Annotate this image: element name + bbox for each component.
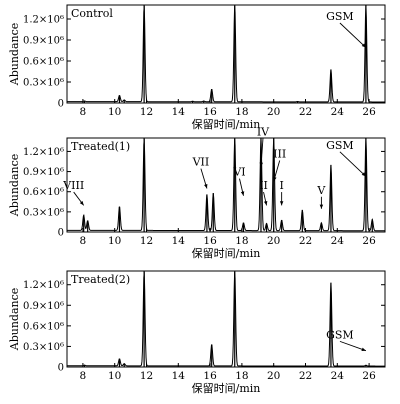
annotation-arrowhead [361,43,366,48]
annotation-arrowhead [240,191,245,196]
annotation-arrowhead [263,200,268,206]
annotation-arrowhead [361,172,366,177]
x-tick-label: 14 [172,106,186,118]
annotation-arrowhead [279,201,284,206]
annotation-arrowhead [361,347,366,351]
y-tick-label: 0 [58,99,64,110]
peak-annotation: III [273,148,286,161]
annotation-arrowhead [259,162,264,167]
x-tick-label: 24 [331,106,345,118]
y-tick-label: 0.6×10⁶ [23,57,64,68]
annotation-arrowhead [319,204,324,209]
plot-frame [66,137,386,233]
x-tick-label: 10 [108,235,121,247]
x-tick-label: 22 [299,370,312,382]
x-tick-label: 14 [172,370,186,382]
annotation-arrow [339,22,367,48]
y-tick-label: 0.9×10⁶ [23,36,64,47]
y-axis-label: Abundance [8,23,21,87]
y-tick-label: 0.3×10⁶ [23,342,64,353]
x-tick-label: 16 [203,370,217,382]
peak-annotation: II [259,179,268,192]
y-tick-label: 1.2×10⁶ [23,280,64,291]
y-tick-label: 0.9×10⁶ [23,167,64,178]
plot-frame [66,4,386,104]
peak-annotation: I [279,179,283,192]
y-tick-label: 0.6×10⁶ [23,321,64,332]
treated-1-panel: Treated(1) 0 0.3×10⁶ 0.6×10⁶ 0.9×10⁶ 1.2×10⁶A… [8,125,386,260]
annotation-arrowhead [79,201,84,206]
x-tick-label: 26 [362,370,376,382]
x-tick-label: 20 [267,235,280,247]
peak-annotation: GSM [326,139,354,152]
panel-label: Treated(2) [71,273,130,286]
y-tick-label: 0.9×10⁶ [23,301,64,312]
annotation-arrow [260,138,264,167]
y-axis-label: Abundance [8,154,21,218]
x-tick-label: 8 [80,370,87,382]
x-tick-label: 18 [235,370,248,382]
y-tick-label: 0.3×10⁶ [23,78,64,89]
y-tick-label: 0 [58,228,64,239]
control-panel: Control 0 0.3×10⁶ 0.6×10⁶ 0.9×10⁶ 1.2×10⁶Abun… [8,4,386,131]
x-tick-label: 26 [362,106,376,118]
x-tick-label: 20 [267,370,280,382]
x-axis-label: 保留时间/min [192,117,261,131]
x-tick-label: 16 [203,106,217,118]
y-tick-label: 0.6×10⁶ [23,187,64,198]
y-axis-label: Abundance [8,288,21,352]
chromatogram-trace [67,271,385,367]
x-tick-label: 18 [235,106,248,118]
peak-annotation: GSM [326,328,354,341]
x-tick-label: 8 [80,235,87,247]
x-axis-label: 保留时间/min [192,381,261,395]
y-tick-label: 0.3×10⁶ [23,207,64,218]
y-tick-label: 0 [58,363,64,374]
panel-label: Control [71,7,113,20]
x-tick-label: 12 [140,106,153,118]
y-tick-label: 1.2×10⁶ [23,147,64,158]
x-tick-label: 26 [362,235,376,247]
x-tick-label: 12 [140,235,153,247]
panel-label: Treated(1) [71,140,130,153]
x-tick-label: 20 [267,106,280,118]
y-tick-label: 1.2×10⁶ [23,15,64,26]
annotation-arrowhead [204,184,208,189]
x-tick-label: 14 [172,235,186,247]
annotation-arrowhead [273,176,277,182]
peak-annotation: V [316,184,326,197]
treated-2-panel: Treated(2) 0 0.3×10⁶ 0.6×10⁶ 0.9×10⁶ 1.2×10⁶A… [8,270,386,395]
annotation-arrow [339,340,367,352]
x-tick-label: 8 [80,106,87,118]
x-tick-label: 12 [140,370,153,382]
peak-annotation: IV [257,125,270,138]
x-tick-label: 24 [331,370,345,382]
peak-annotation: GSM [326,10,354,23]
plot-frame [66,270,386,368]
peak-annotation: VII [192,156,210,169]
peak-annotation: VIII [62,179,84,192]
x-tick-label: 10 [108,370,121,382]
peak-annotation: VI [232,166,245,179]
x-tick-label: 16 [203,235,217,247]
x-tick-label: 10 [108,106,121,118]
x-tick-label: 22 [299,235,312,247]
annotation-arrow [339,151,367,177]
x-tick-label: 22 [299,106,312,118]
x-tick-label: 24 [331,235,345,247]
x-tick-label: 18 [235,235,248,247]
x-axis-label: 保留时间/min [192,246,261,260]
